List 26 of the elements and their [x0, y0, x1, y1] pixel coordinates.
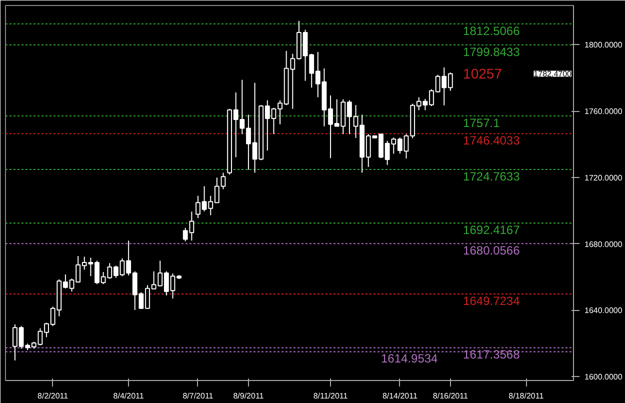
x-tick-label: 8/4/2011: [113, 392, 144, 400]
x-tick-label: 8/2/2011: [38, 392, 69, 400]
ref-line-label: 1692.4167: [463, 223, 520, 238]
ref-line-label: 1724.7633: [463, 170, 520, 184]
ref-line-label: 1649.7234: [463, 294, 520, 308]
y-tick-label: 1600.0000: [584, 372, 623, 382]
y-tick-label: 1680.0000: [584, 240, 623, 249]
y-tick-label: 1640.0000: [584, 306, 623, 316]
annotation: 1782.4700: [534, 70, 572, 79]
y-tick-label: 1760.0000: [584, 107, 623, 116]
ref-line-label: 1812.5066: [463, 24, 520, 38]
ref-line-label: 1617.3568: [463, 348, 520, 362]
y-tick-label: 1800.0000: [584, 40, 623, 50]
x-tick-label: 8/7/2011: [182, 392, 214, 400]
ref-line-label: 1680.0566: [463, 244, 520, 258]
x-tick-label: 8/16/2011: [432, 392, 468, 400]
x-tick-label: 8/11/2011: [313, 392, 348, 400]
ref-line-label: 1757.1: [463, 116, 500, 130]
ref-line-label: 1799.8433: [463, 44, 520, 59]
y-tick-label: 1720.0000: [584, 173, 623, 182]
x-tick-label: 8/18/2011: [508, 392, 544, 400]
x-tick-label: 8/14/2011: [382, 392, 418, 400]
ref-line-label: 1746.4033: [463, 134, 520, 148]
ref-line-label: 1614.9534: [381, 352, 438, 366]
annotation: 10257: [463, 66, 502, 82]
x-tick-label: 8/9/2011: [233, 392, 264, 400]
